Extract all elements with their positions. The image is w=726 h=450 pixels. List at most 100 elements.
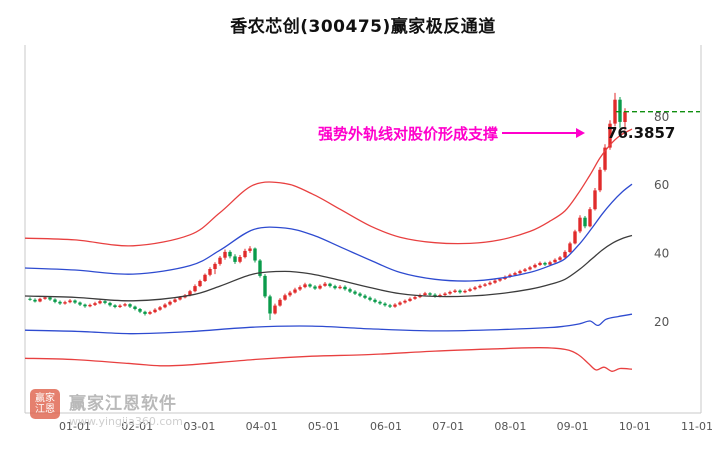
candle-body bbox=[63, 302, 67, 304]
candle-body bbox=[348, 289, 352, 292]
x-axis-label: 03-01 bbox=[183, 420, 215, 433]
watermark-text: 赢家江恩软件 www.yingjia360.com bbox=[69, 389, 183, 428]
candle-body bbox=[213, 263, 217, 269]
candle-body bbox=[583, 217, 587, 227]
candle-body bbox=[608, 123, 612, 148]
candle-body bbox=[273, 305, 277, 314]
candle-body bbox=[453, 290, 457, 292]
candle-body bbox=[203, 274, 207, 281]
x-axis-label: 10-01 bbox=[619, 420, 651, 433]
candle-body bbox=[433, 294, 437, 297]
watermark-url: www.yingjia360.com bbox=[69, 415, 183, 428]
candle-body bbox=[73, 300, 77, 303]
candle-body bbox=[548, 262, 552, 265]
candle-body bbox=[593, 190, 597, 210]
channel-inner_upper-line bbox=[24, 183, 633, 282]
candle-body bbox=[108, 302, 112, 306]
candle-body bbox=[378, 301, 382, 304]
x-axis-label: 06-01 bbox=[370, 420, 402, 433]
channel-inner_lower-line bbox=[24, 313, 633, 335]
candle-body bbox=[138, 309, 142, 312]
candle-body bbox=[118, 305, 122, 307]
x-axis-label: 04-01 bbox=[246, 420, 278, 433]
candle-body bbox=[283, 295, 287, 300]
candle-body bbox=[93, 303, 97, 305]
candle-body bbox=[618, 99, 622, 122]
candle-body bbox=[423, 293, 427, 295]
candle-body bbox=[178, 297, 182, 300]
candle-body bbox=[623, 111, 627, 122]
brand-logo-line1: 赢家 bbox=[35, 392, 55, 404]
candle-body bbox=[98, 301, 102, 304]
candle-body bbox=[278, 299, 282, 306]
candle-body bbox=[228, 251, 232, 257]
support-annotation-connector bbox=[502, 132, 577, 134]
candle-body bbox=[58, 301, 62, 304]
candle-body bbox=[188, 291, 192, 296]
candle-body bbox=[173, 299, 177, 302]
chart-title: 香农芯创(300475)赢家极反通道 bbox=[230, 17, 496, 37]
x-axis-label: 02-01 bbox=[121, 420, 153, 433]
x-axis-label: 08-01 bbox=[494, 420, 526, 433]
candle-body bbox=[333, 286, 337, 289]
candle-body bbox=[588, 209, 592, 227]
candle-body bbox=[258, 260, 262, 276]
x-axis-label: 11-01 bbox=[681, 420, 713, 433]
candle-body bbox=[53, 299, 57, 302]
candle-body bbox=[323, 283, 327, 286]
candle-body bbox=[238, 257, 242, 262]
watermark-brand: 赢家江恩软件 bbox=[69, 394, 177, 414]
candle-body bbox=[518, 271, 522, 274]
candle-body bbox=[398, 302, 402, 305]
candle-body bbox=[143, 311, 147, 314]
candle-body bbox=[613, 99, 617, 124]
candle-body bbox=[493, 280, 497, 283]
channel-middle-line bbox=[24, 234, 633, 302]
candle-body bbox=[388, 305, 392, 307]
channel-outer_lower-line bbox=[24, 347, 633, 372]
candle-body bbox=[168, 301, 172, 305]
candle-body bbox=[193, 286, 197, 292]
candle-body bbox=[133, 306, 137, 309]
candle-body bbox=[513, 273, 517, 275]
candle-body bbox=[223, 251, 227, 258]
candle-body bbox=[328, 283, 332, 287]
candle-body bbox=[443, 293, 447, 295]
candle-body bbox=[208, 269, 212, 275]
arrow-right-icon bbox=[576, 128, 586, 138]
candle-body bbox=[313, 286, 317, 289]
candle-body bbox=[413, 297, 417, 299]
candle-body bbox=[268, 296, 272, 314]
candle-body bbox=[78, 302, 82, 305]
candle-body bbox=[263, 275, 267, 297]
x-axis-label: 07-01 bbox=[432, 420, 464, 433]
support-annotation-text: 强势外轨线对股价形成支撑 bbox=[318, 124, 499, 143]
x-axis-label: 01-01 bbox=[59, 420, 91, 433]
candle-body bbox=[303, 284, 307, 288]
candle-body bbox=[28, 298, 32, 300]
candle-body bbox=[533, 264, 537, 268]
candle-body bbox=[243, 250, 247, 258]
y-axis-label: 40 bbox=[654, 247, 669, 261]
candle-body bbox=[468, 289, 472, 291]
candle-body bbox=[458, 290, 462, 293]
candle-body bbox=[428, 293, 432, 295]
candle-body bbox=[508, 274, 512, 277]
support-annotation: 强势外轨线对股价形成支撑 76.3857 bbox=[318, 124, 675, 143]
candle-body bbox=[68, 300, 72, 303]
candle-body bbox=[253, 248, 257, 261]
candle-body bbox=[498, 278, 502, 281]
brand-logo-line2: 江恩 bbox=[35, 404, 55, 415]
candle-body bbox=[473, 287, 477, 290]
candle-body bbox=[38, 298, 42, 302]
candle-body bbox=[308, 284, 312, 287]
candle-body bbox=[573, 231, 577, 244]
candle-body bbox=[358, 293, 362, 296]
candle-body bbox=[218, 257, 222, 264]
brand-logo-icon: 赢家 江恩 bbox=[30, 389, 60, 419]
x-axis-label: 09-01 bbox=[557, 420, 589, 433]
y-axis-label: 20 bbox=[654, 315, 669, 329]
candle-body bbox=[128, 304, 132, 307]
